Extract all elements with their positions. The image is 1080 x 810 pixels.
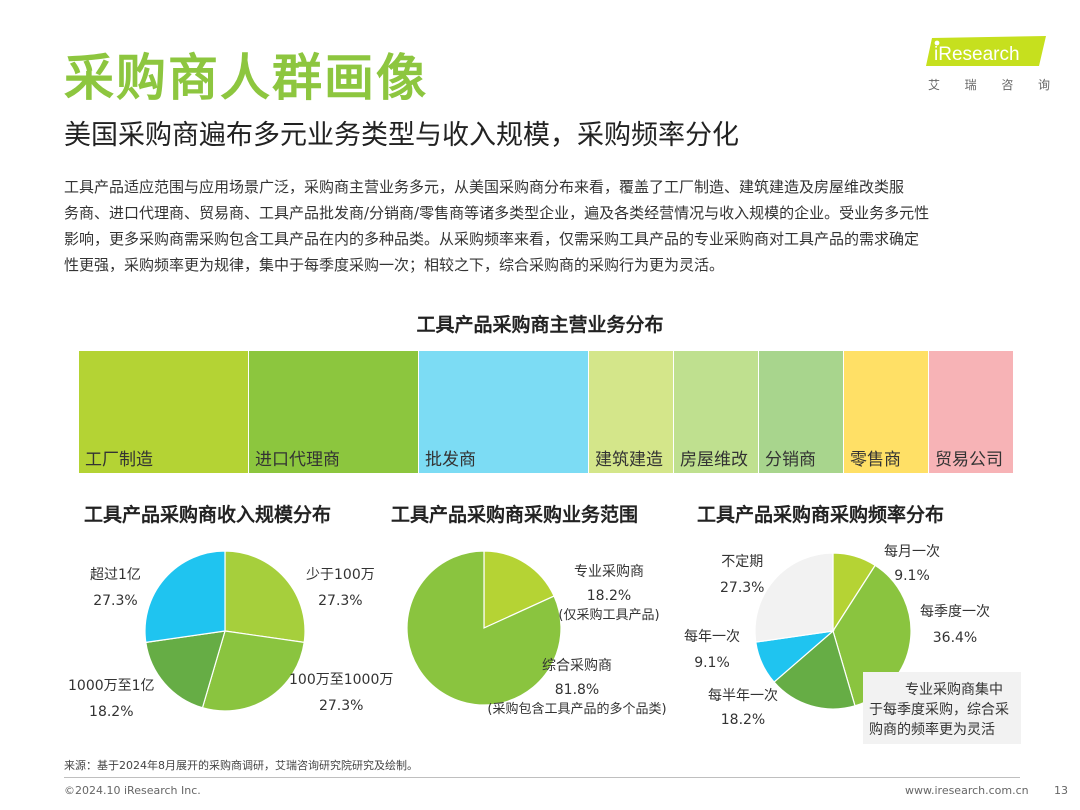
scope-pie-chart xyxy=(406,550,562,706)
slice-value: 27.3% xyxy=(93,593,138,609)
scope-chart-title: 工具产品采购商采购业务范围 xyxy=(391,504,639,526)
business-segment-label: 房屋维改 xyxy=(680,450,748,470)
logo-sub-char: 询 xyxy=(1037,78,1050,92)
income-label-100w-1000w: 100万至1000万 27.3% xyxy=(289,670,393,716)
business-segment-label: 分销商 xyxy=(765,450,816,470)
slice-value: 18.2% xyxy=(89,704,134,720)
pie-slice xyxy=(406,550,562,706)
business-segment: 工厂制造 xyxy=(79,351,248,473)
business-segment-label: 建筑建造 xyxy=(595,450,663,470)
pie-slice xyxy=(201,630,305,712)
income-pie-chart xyxy=(144,550,306,712)
description-line: 务商、进口代理商、贸易商、工具产品批发商/分销商/零售商等诸多类型企业，遍及各类… xyxy=(64,204,930,222)
pie-slice xyxy=(224,550,306,644)
slice-label: 每半年一次 xyxy=(708,688,778,704)
scope-label-specialized: 专业采购商 18.2% (仅采购工具产品) xyxy=(547,562,671,626)
slice-label: 不定期 xyxy=(721,554,764,570)
business-chart-title: 工具产品采购商主营业务分布 xyxy=(416,314,664,336)
business-segment-label: 工厂制造 xyxy=(85,450,153,470)
freq-label-yearly: 每年一次 9.1% xyxy=(684,627,740,673)
slice-label: 每季度一次 xyxy=(920,604,990,620)
slice-label: 专业采购商 xyxy=(574,564,644,580)
description-line: 性更强，采购频率更为规律，集中于每季度采购一次；相较之下，综合采购商的采购行为更… xyxy=(64,256,725,274)
footer-divider xyxy=(64,777,1020,778)
description-paragraph: 工具产品适应范围与应用场景广泛，采购商主营业务多元，从美国采购商分布来看，覆盖了… xyxy=(64,174,1024,278)
description-line: 影响，更多采购商需采购包含工具产品在内的多种品类。从采购频率来看，仅需采购工具产… xyxy=(64,230,920,248)
source-note: 来源：基于2024年8月展开的采购商调研，艾瑞咨询研究院研究及绘制。 xyxy=(64,759,418,772)
business-segment: 房屋维改 xyxy=(674,351,758,473)
description-line: 工具产品适应范围与应用场景广泛，采购商主营业务多元，从美国采购商分布来看，覆盖了… xyxy=(64,178,905,196)
frequency-chart-title: 工具产品采购商采购频率分布 xyxy=(697,504,945,526)
business-segment-label: 进口代理商 xyxy=(255,450,340,470)
business-segment-label: 贸易公司 xyxy=(935,450,1003,470)
business-segment: 贸易公司 xyxy=(929,351,1013,473)
slice-value: 81.8% xyxy=(554,682,600,698)
logo-subtext: 艾 瑞 咨 询 xyxy=(928,76,1050,93)
slice-note: (仅采购工具产品) xyxy=(558,608,660,623)
note-line: 于每季度采购，综合采 xyxy=(869,702,1009,718)
slice-label: 1000万至1亿 xyxy=(68,678,155,694)
slice-label: 每年一次 xyxy=(684,629,740,645)
freq-label-irregular: 不定期 27.3% xyxy=(720,552,764,598)
pie-slice xyxy=(754,552,834,643)
slice-label: 每月一次 xyxy=(884,544,940,560)
logo-sub-char: 瑞 xyxy=(964,78,977,92)
freq-label-quarterly: 每季度一次 36.4% xyxy=(920,602,990,648)
note-box: 专业采购商集中 于每季度采购，综合采 购商的频率更为灵活 xyxy=(863,672,1021,744)
logo-badge: iResearch xyxy=(926,36,1046,66)
slice-label: 100万至1000万 xyxy=(289,672,394,688)
slice-value: 18.2% xyxy=(720,712,766,728)
iresearch-logo: iResearch 艾 瑞 咨 询 xyxy=(922,34,1052,94)
slice-value: 9.1% xyxy=(694,655,730,671)
income-label-lt100w: 少于100万 27.3% xyxy=(306,565,375,611)
slice-value: 36.4% xyxy=(932,630,978,646)
pie-slice xyxy=(483,550,555,629)
copyright: ©2024.10 iResearch Inc. xyxy=(64,784,201,797)
business-segment: 零售商 xyxy=(844,351,928,473)
slice-label: 超过1亿 xyxy=(90,567,141,583)
page-number: 13 xyxy=(1054,784,1068,797)
slice-value: 18.2% xyxy=(586,588,632,604)
pie-slice xyxy=(145,630,226,709)
logo-text: iResearch xyxy=(934,44,1020,65)
slice-label: 少于100万 xyxy=(306,567,375,583)
income-label-gt1yi: 超过1亿 27.3% xyxy=(90,565,141,611)
note-line: 专业采购商集中 xyxy=(905,682,1003,698)
scope-label-comprehensive: 综合采购商 81.8% (采购包含工具产品的多个品类) xyxy=(481,656,673,720)
income-chart-title: 工具产品采购商收入规模分布 xyxy=(84,504,332,526)
freq-label-halfyear: 每半年一次 18.2% xyxy=(708,686,778,730)
page-subtitle: 美国采购商遍布多元业务类型与收入规模，采购频率分化 xyxy=(64,120,739,151)
slice-value: 27.3% xyxy=(318,698,364,714)
business-segment: 建筑建造 xyxy=(589,351,673,473)
note-line: 购商的频率更为灵活 xyxy=(869,722,995,738)
business-segment: 分销商 xyxy=(759,351,843,473)
page-title: 采购商人群画像 xyxy=(64,49,428,107)
logo-sub-char: 艾 xyxy=(928,78,941,92)
slice-value: 27.3% xyxy=(318,593,363,609)
business-segment-label: 批发商 xyxy=(425,450,476,470)
freq-label-monthly: 每月一次 9.1% xyxy=(884,542,940,586)
income-label-1000w-1yi: 1000万至1亿 18.2% xyxy=(68,676,155,722)
slice-value: 27.3% xyxy=(720,580,765,596)
business-segment-label: 零售商 xyxy=(850,450,901,470)
slice-note: (采购包含工具产品的多个品类) xyxy=(487,702,667,717)
website: www.iresearch.com.cn xyxy=(905,784,1029,797)
logo-sub-char: 咨 xyxy=(1001,78,1014,92)
business-segment: 批发商 xyxy=(419,351,588,473)
slice-value: 9.1% xyxy=(894,568,930,584)
business-segment: 进口代理商 xyxy=(249,351,418,473)
pie-slice xyxy=(773,629,856,710)
slice-label: 综合采购商 xyxy=(542,658,612,674)
frequency-pie-chart xyxy=(754,552,912,710)
pie-slice xyxy=(144,550,226,644)
